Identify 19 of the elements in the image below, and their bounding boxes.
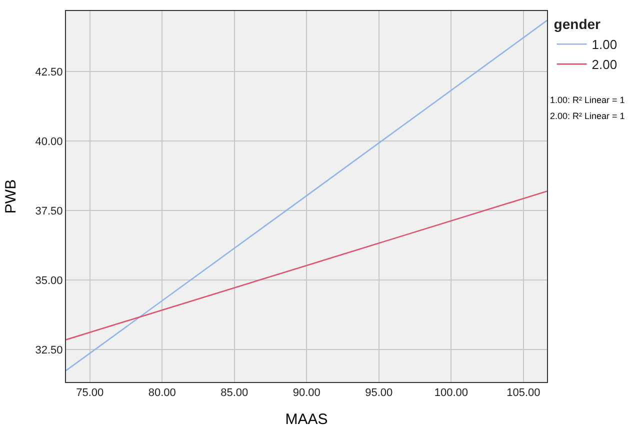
x-tick-label: 95.00 [365,387,393,400]
y-tick-label: 35.00 [35,275,63,288]
x-tick-label: 105.00 [506,387,540,400]
text: 1.00: R² Linear = 1 [550,95,625,105]
text: 2.00: R² Linear = 1 [550,111,625,121]
x-tick-label: 75.00 [76,387,104,400]
x-tick-label: 85.00 [220,387,248,400]
y-tick-label: 37.50 [35,206,63,218]
x-axis-title: MAAS [285,411,328,428]
y-tick-label: 42.50 [35,66,63,78]
y-axis-title: PWB [2,179,20,214]
x-tick-label: 90.00 [292,387,320,400]
legend-title: gender [554,16,602,32]
legend-label: 1.00 [592,37,618,52]
x-tick-label: 100.00 [434,387,468,400]
y-tick-label: 40.00 [35,136,63,148]
legend-label: 2.00 [592,57,618,72]
x-tick-label: 80.00 [148,387,176,400]
y-tick-label: 32.50 [35,344,63,357]
